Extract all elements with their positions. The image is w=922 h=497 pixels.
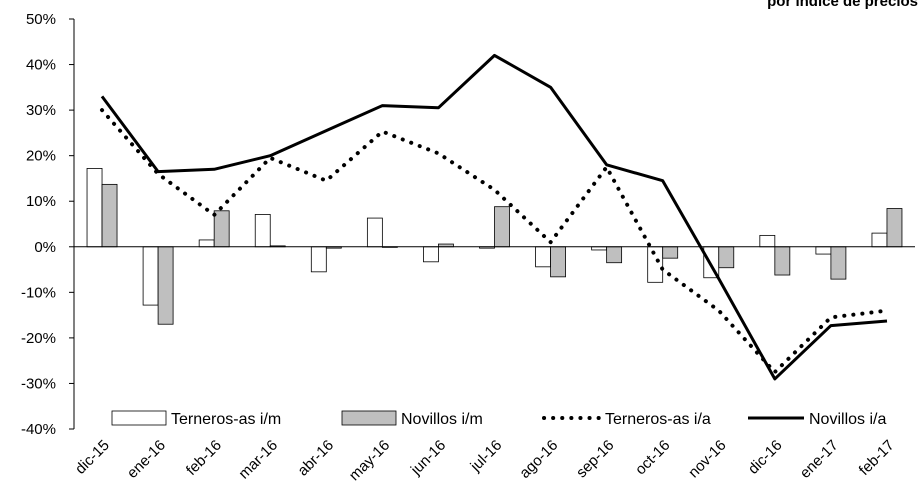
bar-novillos-i-m bbox=[886, 208, 903, 248]
line-terneros-as-i-a bbox=[100, 108, 889, 375]
bar-novillos-i-m bbox=[830, 246, 847, 280]
bar-terneros-as-i-m bbox=[815, 246, 832, 255]
legend-label: Terneros-as i/a bbox=[605, 411, 711, 428]
y-tick-label: -10% bbox=[21, 284, 56, 301]
x-tick-label: jul-16 bbox=[467, 437, 506, 476]
x-tick-label: feb-16 bbox=[183, 437, 225, 479]
bar-novillos-i-m bbox=[494, 206, 510, 248]
y-tick-label: -20% bbox=[21, 330, 56, 347]
bar-novillos-i-m bbox=[213, 210, 230, 248]
legend-label: Novillos i/m bbox=[401, 411, 483, 428]
bar-terneros-as-i-m bbox=[310, 246, 327, 273]
bar-terneros-as-i-m bbox=[535, 246, 551, 268]
bar-terneros-as-i-m bbox=[198, 239, 215, 248]
legend-swatch bbox=[341, 410, 397, 426]
y-axis: -40% -30% -20% -10% 0% 10% 20% 30% 40% 50% bbox=[21, 11, 75, 438]
x-tick-label: feb-17 bbox=[856, 437, 898, 479]
bar-novillos-i-m bbox=[157, 246, 174, 325]
bar-terneros-as-i-m bbox=[366, 217, 383, 248]
x-tick-label: may-16 bbox=[346, 437, 393, 484]
bar-terneros-as-i-m bbox=[423, 246, 439, 263]
x-tick-label: jun-16 bbox=[407, 437, 449, 479]
x-tick-label: ene-16 bbox=[124, 437, 169, 482]
bar-novillos-i-m bbox=[662, 246, 679, 259]
x-tick-label: ene-17 bbox=[797, 437, 842, 482]
legend-swatch bbox=[111, 410, 167, 426]
bar-terneros-as-i-m bbox=[142, 246, 159, 306]
bar-novillos-i-m bbox=[774, 246, 791, 276]
x-tick-label: dic-16 bbox=[745, 437, 786, 478]
y-tick-label: -30% bbox=[21, 375, 56, 392]
chart-title: por índice de precios bbox=[767, 0, 918, 10]
bars bbox=[86, 168, 903, 325]
y-tick-label: 0% bbox=[34, 239, 56, 256]
y-tick-label: -40% bbox=[21, 421, 56, 438]
y-tick-label: 40% bbox=[26, 57, 56, 74]
x-tick-label: mar-16 bbox=[235, 437, 281, 483]
legend: Terneros-as i/m Novillos i/m Terneros-as i… bbox=[100, 404, 915, 431]
x-tick-label: oct-16 bbox=[632, 437, 674, 479]
bar-novillos-i-m bbox=[550, 246, 566, 278]
x-tick-label: nov-16 bbox=[685, 437, 729, 481]
line-novillos-i-a bbox=[100, 53, 888, 381]
x-tick-label: sep-16 bbox=[573, 437, 617, 481]
x-tick-label: dic-15 bbox=[72, 437, 113, 478]
y-tick-label: 30% bbox=[26, 102, 56, 119]
lines bbox=[100, 53, 889, 381]
legend-label: Novillos i/a bbox=[809, 411, 886, 428]
x-tick-label: abr-16 bbox=[294, 437, 337, 480]
bar-terneros-as-i-m bbox=[86, 168, 103, 248]
bar-terneros-as-i-m bbox=[759, 234, 776, 248]
bar-novillos-i-m bbox=[606, 246, 623, 264]
y-tick-label: 20% bbox=[26, 148, 56, 165]
bar-terneros-as-i-m bbox=[871, 232, 888, 248]
bar-novillos-i-m bbox=[101, 183, 118, 248]
x-tick-label: ago-16 bbox=[516, 437, 561, 482]
y-tick-label: 50% bbox=[26, 11, 56, 28]
y-tick-label: 10% bbox=[26, 193, 56, 210]
legend-label: Terneros-as i/m bbox=[171, 411, 281, 428]
bar-terneros-as-i-m bbox=[254, 214, 271, 248]
bar-novillos-i-m bbox=[718, 246, 735, 269]
